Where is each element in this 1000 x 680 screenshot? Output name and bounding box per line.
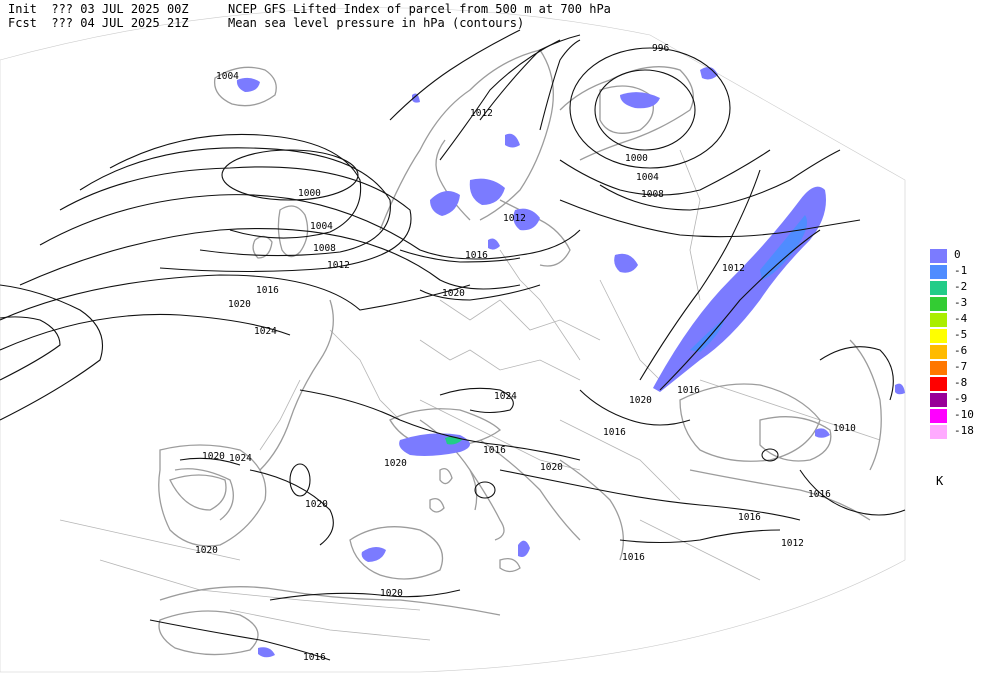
isobar-label: 1016 (465, 250, 488, 261)
legend-label: -3 (954, 296, 968, 309)
legend-swatch (930, 377, 947, 391)
isobar-label: 1012 (503, 213, 526, 224)
isobar-label: 1020 (228, 299, 251, 310)
isobar-label: 1020 (305, 499, 328, 510)
lifted-index-shading (236, 66, 905, 658)
legend-swatch (930, 425, 947, 439)
forecast-time: Fcst ??? 04 JUL 2025 21Z (8, 16, 189, 30)
map-subtitle: Mean sea level pressure in hPa (contours… (228, 16, 525, 30)
isobar-label: 1016 (738, 512, 761, 523)
init-time: Init ??? 03 JUL 2025 00Z (8, 2, 189, 16)
legend-swatch (930, 361, 947, 375)
isobar-label: 1000 (298, 188, 321, 199)
country-borders (59, 149, 881, 641)
legend-label: -2 (954, 280, 968, 293)
isobar-label: 1012 (781, 538, 804, 549)
isobar-label: 1016 (256, 285, 279, 296)
legend-label: -7 (954, 360, 968, 373)
legend-swatch (930, 329, 947, 343)
isobar-label: 1020 (384, 458, 407, 469)
legend-label: -6 (954, 344, 968, 357)
isobar-label: 1016 (677, 385, 700, 396)
isobar-label: 1016 (808, 489, 831, 500)
coastlines (158, 49, 882, 656)
isobar-label: 1020 (629, 395, 652, 406)
legend-label: 0 (954, 248, 961, 261)
legend-swatch (930, 345, 947, 359)
map-title: NCEP GFS Lifted Index of parcel from 500… (228, 2, 611, 16)
isobar-label: 1020 (202, 451, 225, 462)
legend-label: -4 (954, 312, 968, 325)
isobar-label: 1020 (442, 288, 465, 299)
isobar-label: 1016 (303, 652, 326, 663)
isobar-label: 1024 (254, 326, 277, 337)
isobar-label: 1010 (833, 423, 856, 434)
legend-label: -5 (954, 328, 968, 341)
legend-swatch (930, 281, 947, 295)
legend-swatch (930, 313, 947, 327)
isobar-label: 1020 (195, 545, 218, 556)
isobar-label: 1020 (380, 588, 403, 599)
isobar-label: 1008 (641, 189, 664, 200)
legend-label: -9 (954, 392, 968, 405)
legend-swatch (930, 297, 947, 311)
legend-label: -8 (954, 376, 968, 389)
legend-label: -18 (954, 424, 974, 437)
fcst-label: Fcst (8, 16, 37, 30)
isobar-label: 1012 (722, 263, 745, 274)
init-label: Init (8, 2, 37, 16)
legend-swatch (930, 265, 947, 279)
isobar-label: 1020 (540, 462, 563, 473)
fcst-value: ??? 04 JUL 2025 21Z (51, 16, 189, 30)
map-domain-boundary (0, 7, 906, 673)
isobar-label: 1008 (313, 243, 336, 254)
isobar-label: 996 (652, 43, 669, 54)
isobar-label: 1016 (483, 445, 506, 456)
legend-label: -1 (954, 264, 968, 277)
legend-swatch (930, 409, 947, 423)
legend-swatch (930, 393, 947, 407)
isobar-label: 1000 (625, 153, 648, 164)
isobars (0, 29, 906, 661)
legend-unit: K (936, 474, 944, 488)
isobar-label: 1016 (622, 552, 645, 563)
isobar-label: 1024 (494, 391, 517, 402)
legend-swatch (930, 249, 947, 263)
isobar-label: 1004 (310, 221, 333, 232)
isobar-label: 1012 (327, 260, 350, 271)
isobar-label: 1004 (216, 71, 239, 82)
isobar-label: 1024 (229, 453, 252, 464)
isobar-label: 1016 (603, 427, 626, 438)
isobar-labels: 996 1004 1012 1000 1004 1008 1012 1016 1… (195, 43, 856, 663)
init-value: ??? 03 JUL 2025 00Z (51, 2, 189, 16)
isobar-label: 1004 (636, 172, 659, 183)
isobar-label: 1012 (470, 108, 493, 119)
legend-label: -10 (954, 408, 974, 421)
